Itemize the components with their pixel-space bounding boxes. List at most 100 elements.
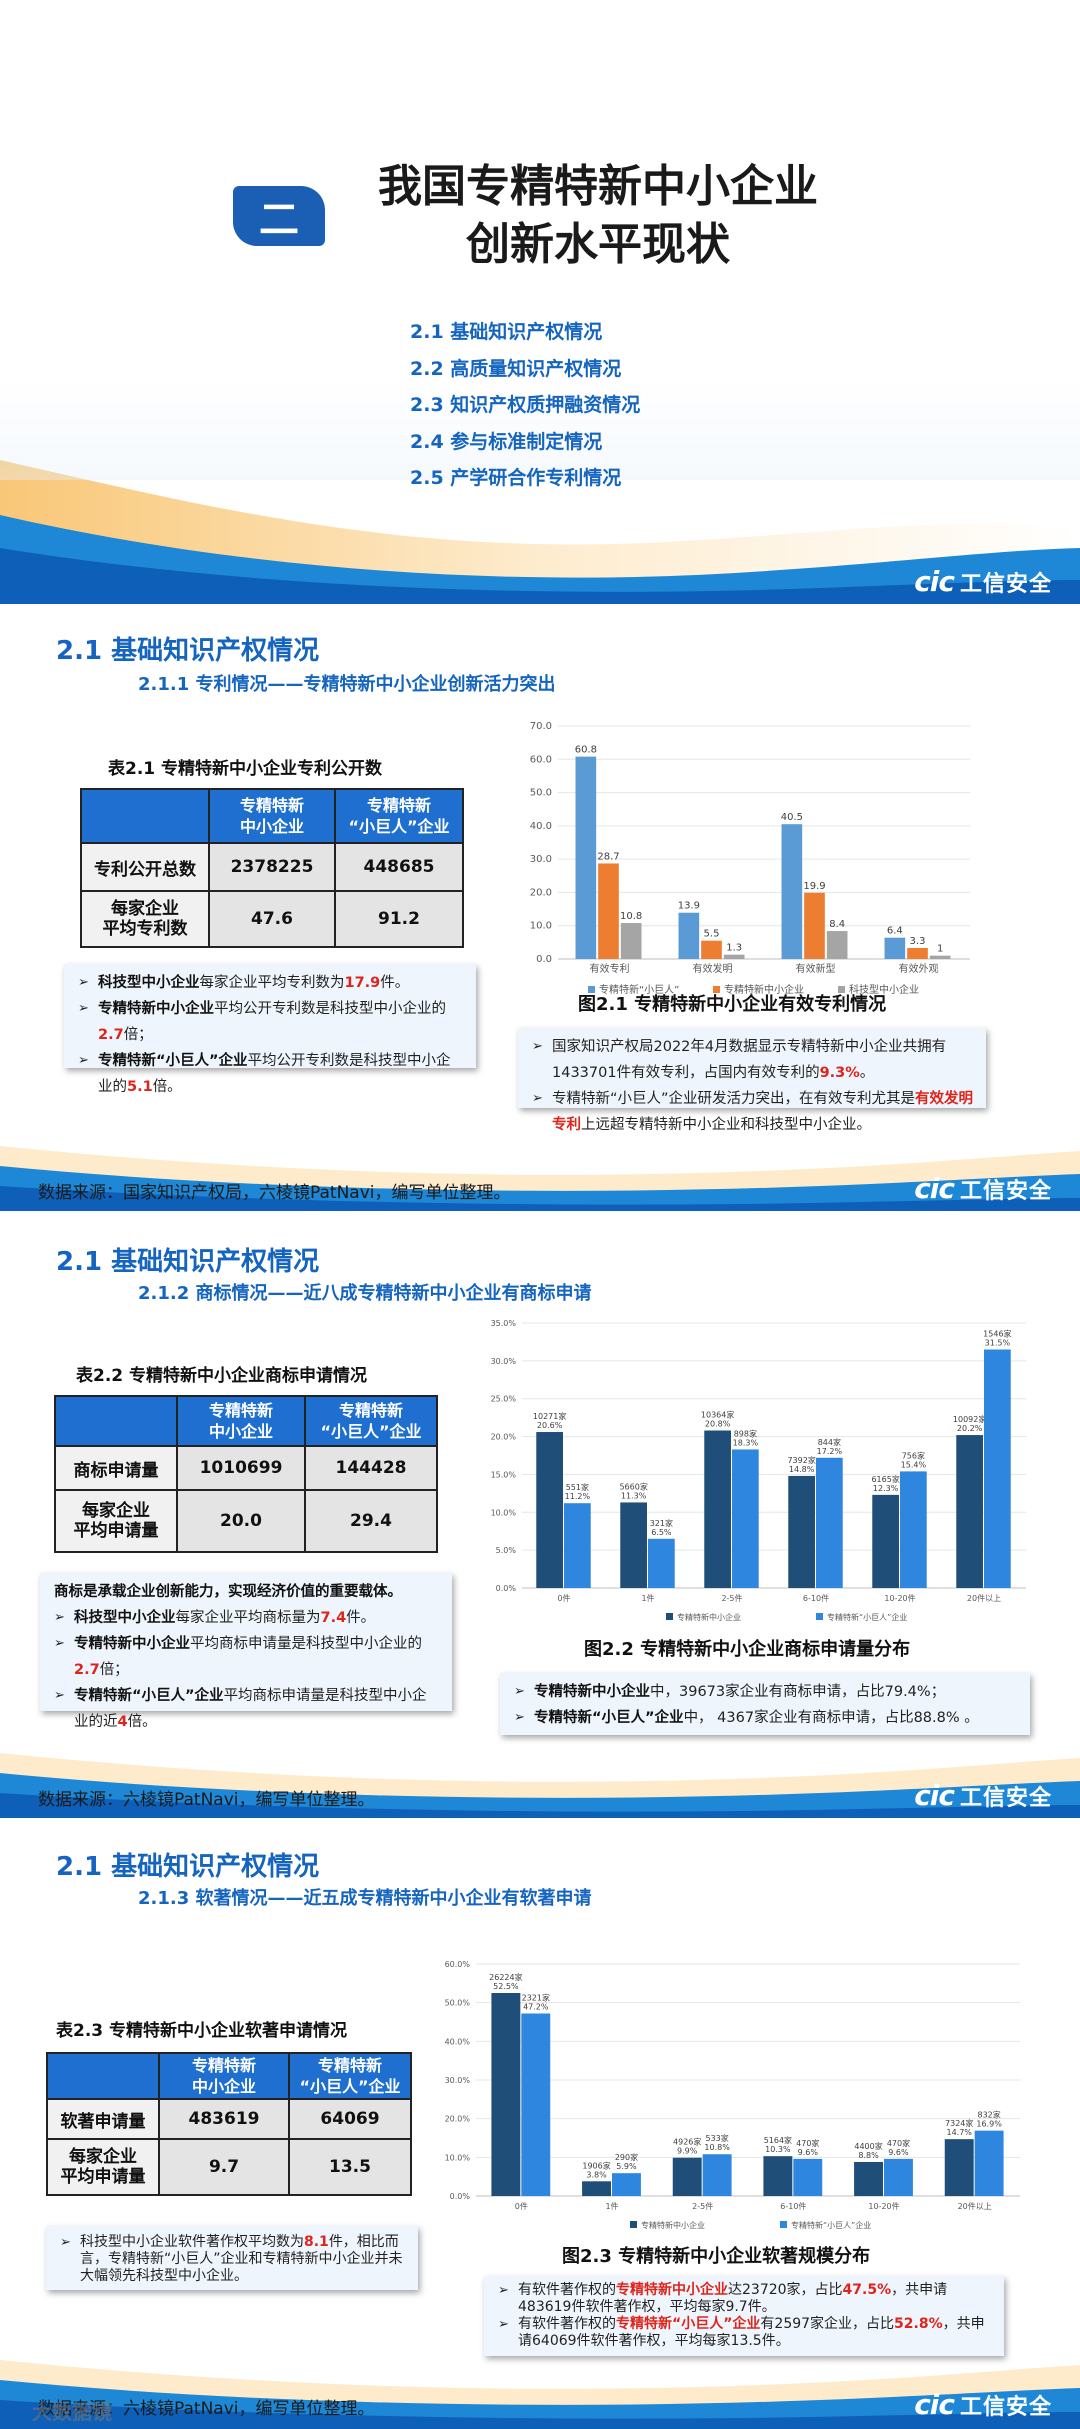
toc-item-4[interactable]: 2.4 参与标准制定情况 — [410, 430, 603, 453]
data-label: 844家 — [818, 1437, 841, 1447]
slide-divider — [0, 604, 1080, 608]
data-label: 5660家 — [619, 1481, 647, 1491]
software-note-right: 有软件著作权的专精特新中小企业达23720家，占比47.5%，共申请483619… — [484, 2276, 1004, 2356]
legend-swatch — [666, 1613, 673, 1620]
brand-logo: cic 工信安全 — [914, 565, 1052, 598]
y-tick-label: 30.0% — [491, 1357, 517, 1366]
bar — [900, 1471, 927, 1588]
table-corner — [80, 788, 210, 844]
patent-table: 专精特新 中小企业 专精特新 “小巨人”企业 专利公开总数 2378225 44… — [80, 788, 464, 948]
legend-label: 专精特新“小巨人”企业 — [827, 1612, 907, 1622]
x-tick-label: 6-10件 — [780, 2201, 806, 2211]
col-header-giant: 专精特新 “小巨人”企业 — [288, 2052, 412, 2100]
y-tick-label: 40.0% — [445, 2037, 471, 2046]
table-cell: 448685 — [334, 842, 464, 892]
bar — [620, 1502, 647, 1588]
bar — [575, 756, 597, 959]
data-label: 4926家 — [673, 2137, 701, 2147]
bottom-wave-decoration — [0, 2360, 1080, 2429]
bar — [491, 1993, 521, 2196]
y-tick-label: 40.0 — [530, 821, 552, 832]
data-label: 11.2% — [565, 1492, 591, 1501]
note-bullet: 国家知识产权局2022年4月数据显示专精特新中小企业共拥有1433701件有效专… — [532, 1034, 974, 1086]
row-label: 每家企业 平均专利数 — [80, 890, 210, 948]
y-tick-label: 10.0% — [491, 1508, 517, 1517]
patent-bar-chart: 0.0 10.0 20.0 30.0 40.0 50.0 60.0 70.0 60.8 28.7 1… — [530, 721, 970, 996]
row-label: 商标申请量 — [54, 1445, 178, 1491]
legend-swatch — [816, 1613, 823, 1620]
cover-title: 我国专精特新中小企业 创新水平现状 — [348, 158, 848, 274]
data-label: 16.9% — [976, 2120, 1002, 2129]
software-bar-chart: 0.0% 10.0% 20.0% 30.0% 40.0% 50.0% 60.0% 26224家… — [445, 1960, 1020, 2230]
col-header-sme: 专精特新 中小企业 — [158, 2052, 290, 2100]
bar — [598, 863, 619, 959]
bar — [793, 2158, 823, 2196]
bar — [929, 955, 951, 959]
y-tick-label: 20.0% — [491, 1433, 517, 1442]
legend-swatch — [713, 986, 720, 993]
section-subheading: 2.1.1 专利情况——专精特新中小企业创新活力突出 — [138, 674, 556, 695]
trademark-slide: 2.1 基础知识产权情况 2.1.2 商标情况——近八成专精特新中小企业有商标申… — [0, 1213, 1080, 1820]
legend-swatch — [588, 986, 595, 993]
table-cell: 144428 — [304, 1445, 438, 1491]
x-tick-label: 20件以上 — [967, 1593, 1001, 1603]
legend-label: 科技型中小企业 — [849, 983, 919, 996]
logo-text: 工信安全 — [959, 571, 1052, 597]
col-header-giant: 专精特新 “小巨人”企业 — [334, 788, 464, 844]
table-corner — [46, 2052, 160, 2100]
x-tick-label: 10-20件 — [868, 2201, 899, 2211]
logo-text: 工信安全 — [959, 1178, 1052, 1204]
data-label: 1.3 — [726, 943, 742, 954]
bar — [564, 1503, 591, 1588]
data-label: 13.9 — [678, 901, 700, 912]
bar — [788, 1475, 815, 1588]
table-cell: 2378225 — [208, 842, 336, 892]
logo-text: 工信安全 — [959, 1785, 1052, 1811]
note-bullet: 专精特新中小企业平均商标申请量是科技型中小企业的2.7倍； — [54, 1631, 440, 1683]
legend-swatch — [838, 986, 845, 993]
data-label: 52.5% — [493, 1982, 519, 1991]
trademark-note-left: 商标是承载企业创新能力，实现经济价值的重要载体。 科技型中小企业每家企业平均商标… — [40, 1573, 452, 1730]
bar — [884, 2158, 913, 2196]
y-tick-label: 60.0% — [445, 1960, 471, 1969]
data-label: 10.8 — [620, 911, 642, 922]
software-note-left: 科技型中小企业软件著作权平均数为8.1件，相比而言，专精特新“小巨人”企业和专精… — [46, 2226, 418, 2290]
data-label: 47.2% — [523, 2002, 549, 2011]
y-tick-label: 20.0% — [445, 2115, 471, 2124]
toc-item-5[interactable]: 2.5 产学研合作专利情况 — [410, 467, 622, 489]
x-tick-label: 1件 — [641, 1593, 654, 1603]
x-tick-label: 有效外观 — [899, 962, 939, 975]
data-label: 470家 — [887, 2138, 910, 2148]
data-label: 9.6% — [798, 2148, 819, 2157]
data-label: 5.5 — [704, 929, 720, 940]
x-tick-label: 有效专利 — [590, 962, 630, 975]
table-corner — [54, 1395, 178, 1447]
note-bullet: 科技型中小企业每家企业平均专利数为17.9件。 — [78, 970, 464, 996]
y-tick-label: 70.0 — [530, 721, 552, 732]
data-label: 20.2% — [957, 1424, 983, 1433]
y-tick-label: 50.0 — [530, 788, 552, 799]
legend-label: 专精特新中小企业 — [677, 1612, 741, 1622]
data-label: 20.8% — [705, 1420, 731, 1429]
note-bullet: 有软件著作权的专精特新“小巨人”企业有2597家企业，占比52.8%，共申请64… — [498, 2316, 992, 2350]
toc-item-3[interactable]: 2.3 知识产权质押融资情况 — [410, 394, 641, 416]
x-tick-label: 有效新型 — [796, 962, 836, 975]
bar — [944, 2139, 974, 2196]
bar — [701, 940, 722, 959]
toc-item-2[interactable]: 2.2 高质量知识产权情况 — [410, 357, 622, 380]
toc-item-1[interactable]: 2.1 基础知识产权情况 — [410, 321, 603, 343]
col-header-giant: 专精特新 “小巨人”企业 — [304, 1395, 438, 1447]
x-tick-label: 1件 — [605, 2201, 618, 2211]
row-label: 每家企业 平均申请量 — [46, 2138, 160, 2196]
section-heading: 2.1 基础知识产权情况 — [56, 1852, 320, 1882]
figure-caption: 图2.3 专精特新中小企业软著规模分布 — [562, 2246, 871, 2267]
table-caption: 表2.2 专精特新中小企业商标申请情况 — [76, 1366, 368, 1386]
table-cell: 29.4 — [304, 1489, 438, 1553]
bar — [678, 912, 700, 959]
table-cell: 20.0 — [176, 1489, 306, 1553]
data-label: 8.8% — [858, 2151, 879, 2160]
data-label: 26224家 — [489, 1972, 522, 1982]
table-cell: 483619 — [158, 2098, 290, 2140]
bar — [854, 2161, 883, 2196]
data-label: 6165家 — [871, 1474, 899, 1484]
